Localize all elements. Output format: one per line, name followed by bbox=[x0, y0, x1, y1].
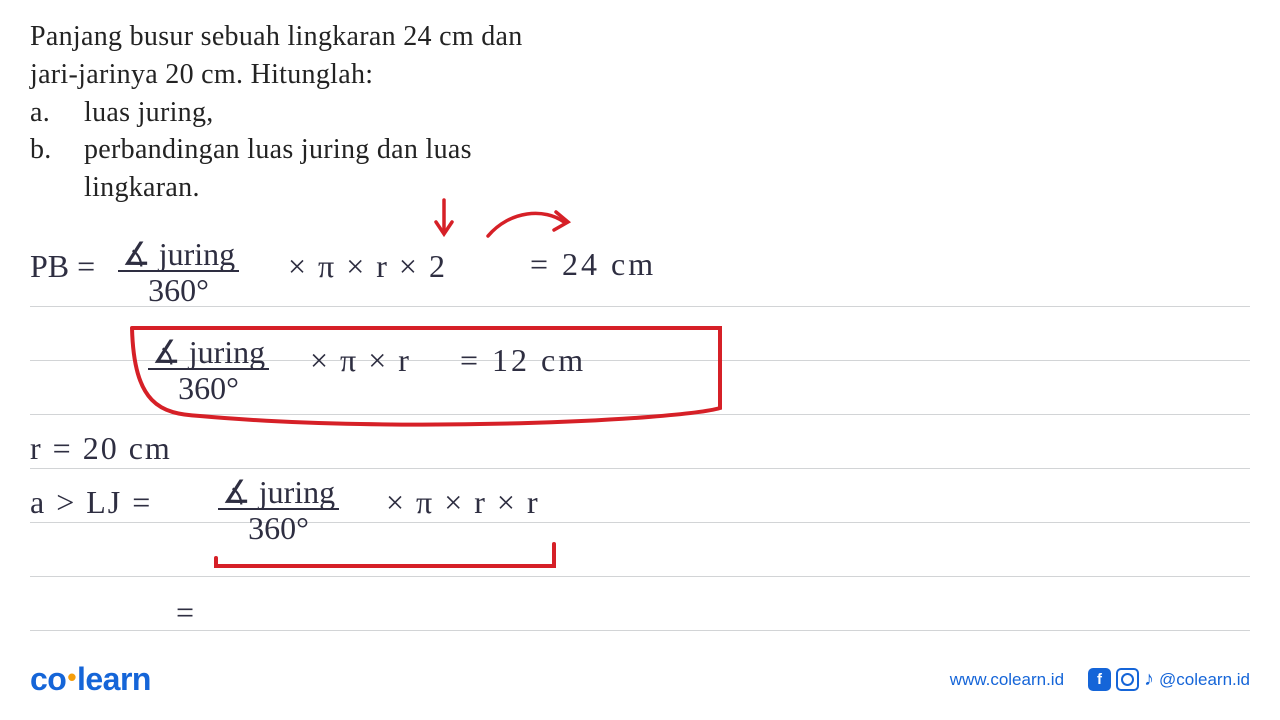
tiktok-icon[interactable]: ♪ bbox=[1144, 668, 1154, 691]
logo-bullet-icon: • bbox=[66, 662, 77, 692]
red-highlight-box bbox=[132, 328, 720, 425]
footer-right: www.colearn.id f ♪ @colearn.id bbox=[950, 668, 1250, 691]
brand-logo: co•learn bbox=[30, 661, 151, 698]
arrow-curve-icon bbox=[488, 212, 568, 236]
facebook-icon[interactable]: f bbox=[1088, 668, 1111, 691]
social-icons: f ♪ @colearn.id bbox=[1088, 668, 1250, 691]
red-underline bbox=[216, 544, 554, 566]
red-annotations bbox=[0, 0, 1280, 720]
arrow-down-icon bbox=[436, 200, 452, 234]
page-content: Panjang busur sebuah lingkaran 24 cm dan… bbox=[0, 0, 1280, 720]
instagram-icon[interactable] bbox=[1116, 668, 1139, 691]
website-link[interactable]: www.colearn.id bbox=[950, 670, 1064, 690]
social-handle: @colearn.id bbox=[1159, 670, 1250, 690]
page-footer: co•learn www.colearn.id f ♪ @colearn.id bbox=[30, 661, 1250, 698]
